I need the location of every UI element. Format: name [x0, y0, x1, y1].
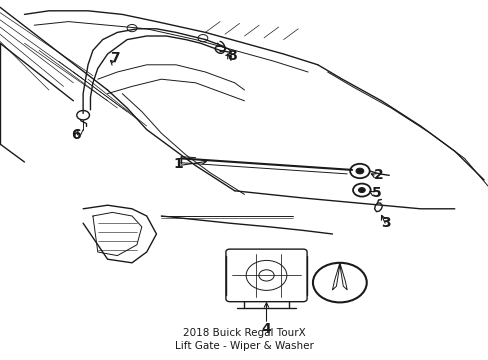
Text: 1: 1 — [173, 157, 183, 171]
Text: 8: 8 — [227, 49, 237, 63]
Text: 4: 4 — [261, 323, 271, 336]
Text: 5: 5 — [371, 186, 381, 199]
Text: 2: 2 — [373, 168, 383, 181]
Circle shape — [355, 168, 363, 174]
Text: 6: 6 — [71, 128, 81, 142]
Text: 7: 7 — [110, 51, 120, 64]
Text: 2018 Buick Regal TourX
Lift Gate - Wiper & Washer: 2018 Buick Regal TourX Lift Gate - Wiper… — [175, 328, 313, 351]
Text: 3: 3 — [381, 216, 390, 230]
Circle shape — [358, 188, 365, 193]
